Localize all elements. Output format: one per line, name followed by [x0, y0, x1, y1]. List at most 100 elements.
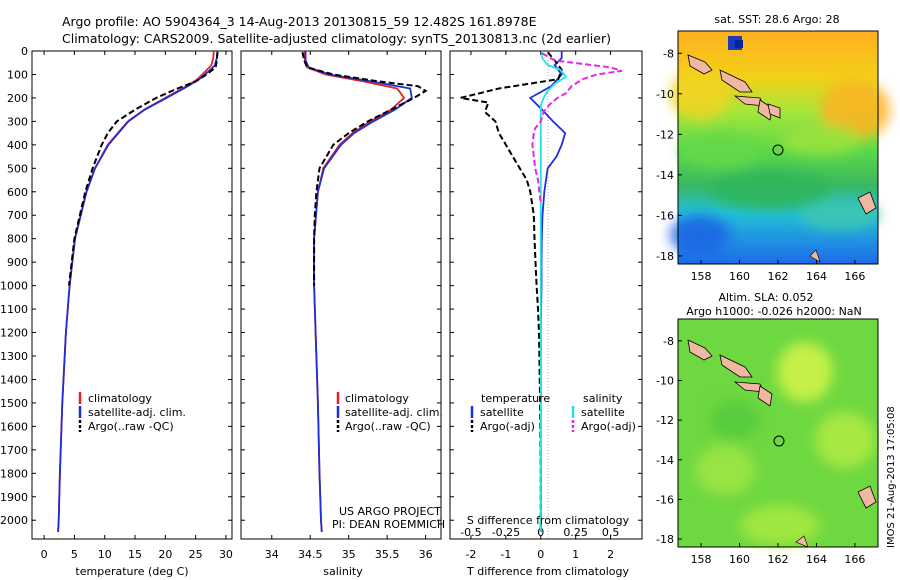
map-x-tick-label: 160: [729, 270, 750, 283]
top-x-tick-label: 0: [537, 526, 544, 539]
imos-timestamp: IMOS 21-Aug-2013 17:05:08: [886, 406, 897, 548]
map-x-tick-label: 162: [768, 553, 789, 566]
y-tick-label: 1700: [0, 444, 28, 457]
x-tick-label: 34.5: [298, 548, 323, 561]
top-x-tick-label: 0.5: [602, 526, 620, 539]
map-y-tick-label: -10: [656, 374, 674, 387]
legend-group-temperature: temperature: [481, 392, 550, 405]
legend-temp-satellite: satellite: [480, 406, 524, 419]
temperature-panel: 0100200300400500600700800900100011001200…: [0, 45, 233, 578]
top-x-tick-label: 0.25: [563, 526, 588, 539]
temperature-legend: climatology satellite-adj. clim. Argo(..…: [78, 392, 186, 433]
series-line-sal_argo: [531, 52, 623, 204]
series-line-climatology: [57, 50, 215, 533]
y-tick-label: 100: [7, 68, 28, 81]
series-line-satellite: [57, 50, 219, 533]
y-tick-label: 400: [7, 139, 28, 152]
title-line-1: Argo profile: AO 5904364_3 14-Aug-2013 2…: [62, 14, 537, 29]
title-line-2: Climatology: CARS2009. Satellite-adjuste…: [62, 31, 611, 46]
y-tick-label: 1500: [0, 397, 28, 410]
map-x-tick-label: 164: [806, 270, 827, 283]
y-tick-label: 300: [7, 115, 28, 128]
legend-satellite: satellite-adj. clim.: [345, 406, 443, 419]
map-x-tick-label: 160: [729, 553, 750, 566]
sla-map-title-2: Argo h1000: -0.026 h2000: NaN: [686, 305, 862, 318]
y-tick-label: 1300: [0, 350, 28, 363]
map-x-tick-label: 166: [844, 553, 865, 566]
x-tick-label: 36: [419, 548, 433, 561]
legend-argo: Argo(..raw -QC): [345, 420, 431, 433]
x-tick-label: 35: [342, 548, 356, 561]
legend-satellite: satellite-adj. clim.: [88, 406, 186, 419]
x-tick-label: 30: [219, 548, 233, 561]
map-x-tick-label: 158: [691, 553, 712, 566]
map-x-tick-label: 166: [844, 270, 865, 283]
tdiff-xlabel: T difference from climatology: [466, 565, 629, 578]
x-tick-label: 2: [607, 548, 614, 561]
sst-map-title: sat. SST: 28.6 Argo: 28: [714, 13, 839, 26]
y-tick-label: 1900: [0, 491, 28, 504]
y-tick-label: 900: [7, 256, 28, 269]
y-tick-label: 700: [7, 209, 28, 222]
map-y-tick-label: -14: [656, 169, 674, 182]
temperature-xlabel: temperature (deg C): [75, 565, 188, 578]
salinity-xlabel: salinity: [323, 565, 363, 578]
top-x-tick-label: -0.25: [492, 526, 520, 539]
x-tick-label: 25: [189, 548, 203, 561]
x-tick-label: -1: [500, 548, 511, 561]
map-y-tick-label: -16: [656, 209, 674, 222]
x-tick-label: 20: [158, 548, 172, 561]
x-tick-label: 5: [71, 548, 78, 561]
y-tick-label: 1000: [0, 280, 28, 293]
map-y-tick-label: -8: [663, 335, 674, 348]
map-y-tick-label: -8: [663, 47, 674, 60]
x-tick-label: 0: [537, 548, 544, 561]
x-tick-label: 34: [265, 548, 279, 561]
map-x-tick-label: 162: [768, 270, 789, 283]
difference-legend: temperature salinity satellite Argo(-adj…: [470, 392, 636, 433]
top-x-tick-label: -0.5: [460, 526, 481, 539]
legend-climatology: climatology: [88, 392, 152, 405]
legend-temp-argo: Argo(-adj): [480, 420, 535, 433]
map-y-tick-label: -12: [656, 128, 674, 141]
legend-climatology: climatology: [345, 392, 409, 405]
y-tick-label: 200: [7, 92, 28, 105]
difference-panel: -2 -1 0 1 2 -0.5 -0.25 0 0.25 0.5 S difference fr…: [449, 50, 643, 578]
y-tick-label: 800: [7, 233, 28, 246]
legend-group-salinity: salinity: [583, 392, 623, 405]
map-y-tick-label: -16: [656, 493, 674, 506]
map-y-tick-label: -10: [656, 88, 674, 101]
series-line-argo: [68, 52, 219, 286]
map-y-tick-label: -14: [656, 454, 674, 467]
series-line-sal_satellite: [539, 51, 568, 532]
legend-sal-satellite: satellite: [581, 406, 625, 419]
x-tick-label: -2: [465, 548, 476, 561]
x-tick-label: 10: [98, 548, 112, 561]
sla-map-title-1: Altim. SLA: 0.052: [718, 291, 813, 304]
map-y-tick-label: -18: [656, 533, 674, 546]
salinity-panel: 34 34.5 35 35.5 36 salinity US ARGO PROJECT …: [240, 50, 445, 578]
series-line-satellite: [304, 51, 413, 533]
sst-map: sat. SST: 28.6 Argo: 28 158 160 162 164 166 -…: [656, 13, 890, 283]
series-line-argo: [460, 51, 563, 532]
y-tick-label: 0: [21, 45, 28, 58]
x-tick-label: 1: [572, 548, 579, 561]
x-tick-label: 15: [128, 548, 142, 561]
y-tick-label: 1200: [0, 327, 28, 340]
map-y-tick-label: -12: [656, 414, 674, 427]
series-line-argo: [301, 52, 428, 286]
y-tick-label: 1400: [0, 373, 28, 386]
y-tick-label: 2000: [0, 514, 28, 527]
x-tick-label: 35.5: [375, 548, 400, 561]
legend-argo: Argo(..raw -QC): [88, 420, 174, 433]
x-tick-label: 0: [41, 548, 48, 561]
y-tick-label: 500: [7, 162, 28, 175]
y-tick-label: 1800: [0, 467, 28, 480]
y-tick-label: 1600: [0, 420, 28, 433]
map-x-tick-label: 164: [806, 553, 827, 566]
sla-map: Altim. SLA: 0.052 Argo h1000: -0.026 h20…: [656, 291, 879, 566]
legend-sal-argo: Argo(-adj): [581, 420, 636, 433]
sdiff-xlabel: S difference from climatology: [467, 514, 630, 527]
map-y-tick-label: -18: [656, 250, 674, 263]
